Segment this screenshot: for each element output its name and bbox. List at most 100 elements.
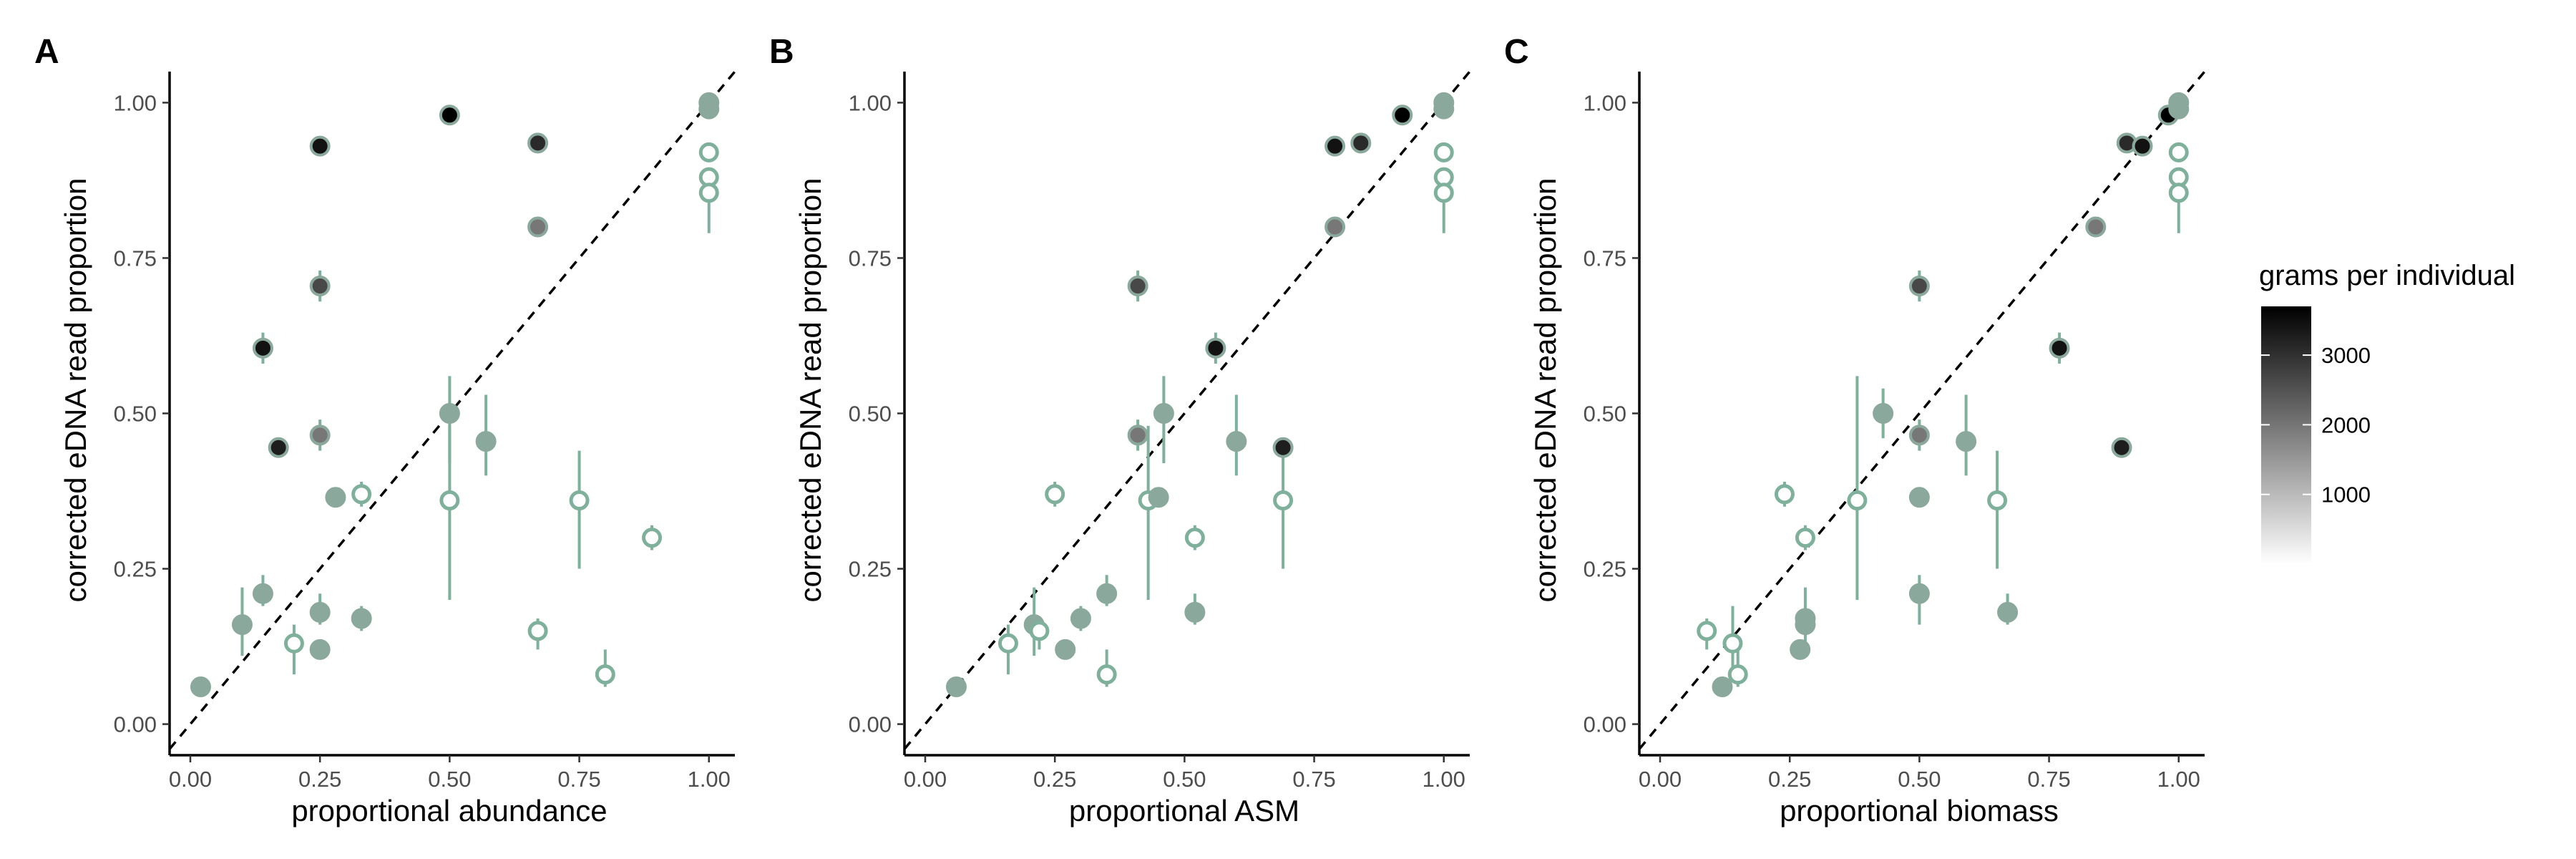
identity-reference-line bbox=[903, 70, 1471, 750]
data-point bbox=[2049, 337, 2070, 359]
y-tick-label: 1.00 bbox=[849, 90, 892, 115]
panel-a: A 0.00 0.25 0.50 0.75 1.00 0.00 0.25 0.50 0.75 1.… bbox=[34, 33, 736, 828]
plot-area: 0.00 0.25 0.50 0.75 1.00 0.00 0.25 0.50 0.75 1.00 bbox=[114, 70, 736, 792]
data-point-open bbox=[351, 484, 372, 505]
data-point bbox=[527, 132, 549, 154]
data-point bbox=[475, 431, 497, 452]
data-point-open bbox=[1847, 490, 1868, 511]
data-point bbox=[1908, 487, 1930, 508]
x-tick-label: 1.00 bbox=[2157, 767, 2200, 792]
plot-area: 0.00 0.25 0.50 0.75 1.00 0.00 0.25 0.50 0.75 1.00 bbox=[1584, 70, 2206, 792]
y-tick-label: 0.00 bbox=[849, 712, 892, 737]
y-tick-label: 0.25 bbox=[114, 557, 157, 582]
data-point-open bbox=[1727, 664, 1748, 685]
data-point bbox=[2111, 437, 2132, 458]
data-point-open bbox=[1795, 528, 1815, 548]
legend-ticks: 1000 2000 3000 bbox=[2261, 343, 2371, 508]
panel-label: C bbox=[1504, 33, 1529, 71]
x-tick-label: 0.25 bbox=[298, 767, 341, 792]
data-point bbox=[1908, 424, 1930, 446]
data-point bbox=[1153, 403, 1174, 424]
legend-title: grams per individual bbox=[2259, 260, 2515, 291]
y-tick-label: 0.50 bbox=[1584, 402, 1626, 427]
data-point bbox=[1272, 437, 1294, 458]
panel-c: C 0.00 0.25 0.50 0.75 1.00 0.00 0.25 0.50 0.75 1.… bbox=[1504, 33, 2206, 828]
data-point-open bbox=[698, 142, 719, 162]
y-tick-label: 0.25 bbox=[1584, 557, 1626, 582]
x-tick-label: 0.25 bbox=[1033, 767, 1076, 792]
data-point bbox=[439, 403, 460, 424]
panel-label: B bbox=[769, 33, 794, 71]
data-point bbox=[1148, 487, 1169, 508]
data-point bbox=[945, 676, 967, 697]
data-point-open bbox=[2168, 183, 2189, 203]
data-point bbox=[252, 337, 273, 359]
color-legend: grams per individual 1000 2000 3000 bbox=[2259, 260, 2515, 564]
legend-tick-label: 3000 bbox=[2321, 343, 2371, 368]
data-point bbox=[1324, 216, 1346, 238]
x-tick-label: 0.00 bbox=[904, 767, 947, 792]
x-tick-label: 1.00 bbox=[1423, 767, 1465, 792]
data-point bbox=[309, 424, 331, 446]
data-point bbox=[1127, 276, 1148, 297]
data-point-open bbox=[698, 183, 719, 203]
data-point bbox=[231, 614, 253, 636]
data-point-open bbox=[283, 633, 304, 654]
data-point bbox=[1712, 676, 1733, 697]
data-point-open bbox=[642, 528, 663, 548]
data-point bbox=[698, 98, 720, 120]
y-tick-label: 0.50 bbox=[849, 402, 892, 427]
x-tick-label: 0.00 bbox=[1639, 767, 1682, 792]
data-point-open bbox=[569, 490, 590, 511]
x-tick-label: 0.75 bbox=[557, 767, 600, 792]
data-point bbox=[309, 601, 331, 623]
data-point bbox=[1205, 337, 1226, 359]
data-point bbox=[190, 676, 211, 697]
data-point-open bbox=[1433, 142, 1454, 162]
data-point bbox=[309, 276, 331, 297]
legend-tick-label: 1000 bbox=[2321, 482, 2371, 508]
data-point-open bbox=[595, 664, 615, 685]
data-point bbox=[2085, 216, 2107, 238]
data-point bbox=[1908, 583, 1930, 604]
y-tick-label: 0.75 bbox=[1584, 246, 1626, 271]
data-point bbox=[1873, 403, 1894, 424]
data-point bbox=[439, 105, 460, 126]
x-axis-title: proportional biomass bbox=[1780, 794, 2059, 828]
legend-tick-label: 2000 bbox=[2321, 412, 2371, 437]
data-point bbox=[1324, 135, 1346, 157]
data-point-open bbox=[2168, 142, 2189, 162]
y-tick-label: 0.50 bbox=[114, 402, 157, 427]
x-tick-label: 0.75 bbox=[2027, 767, 2070, 792]
data-point bbox=[1350, 132, 1372, 154]
panel-b: B 0.00 0.25 0.50 0.75 1.00 0.00 0.25 0.50 0.75 1.… bbox=[769, 33, 1471, 828]
data-point-open bbox=[997, 633, 1018, 654]
data-point bbox=[1127, 424, 1148, 446]
x-tick-label: 0.75 bbox=[1292, 767, 1335, 792]
y-axis-title: corrected eDNA read proportion bbox=[59, 178, 92, 603]
x-tick-label: 1.00 bbox=[688, 767, 731, 792]
data-point-open bbox=[527, 621, 548, 641]
y-tick-label: 0.00 bbox=[1584, 712, 1626, 737]
data-point bbox=[1997, 601, 2019, 623]
data-point bbox=[309, 135, 331, 157]
panel-label: A bbox=[34, 33, 59, 71]
y-tick-label: 0.25 bbox=[849, 557, 892, 582]
data-point bbox=[1908, 276, 1930, 297]
data-point bbox=[1795, 608, 1816, 629]
data-point-open bbox=[1987, 490, 2008, 511]
x-tick-label: 0.00 bbox=[169, 767, 212, 792]
data-point-open bbox=[1697, 621, 1717, 641]
data-point-open bbox=[1096, 664, 1117, 685]
y-tick-label: 0.00 bbox=[114, 712, 157, 737]
data-point bbox=[252, 583, 273, 604]
x-axis-title: proportional abundance bbox=[291, 794, 607, 828]
y-tick-label: 0.75 bbox=[114, 246, 157, 271]
x-tick-label: 0.50 bbox=[428, 767, 471, 792]
y-tick-label: 0.75 bbox=[849, 246, 892, 271]
data-point bbox=[1392, 105, 1413, 126]
x-tick-label: 0.50 bbox=[1163, 767, 1206, 792]
data-point bbox=[268, 437, 289, 458]
data-point-open bbox=[1433, 183, 1454, 203]
